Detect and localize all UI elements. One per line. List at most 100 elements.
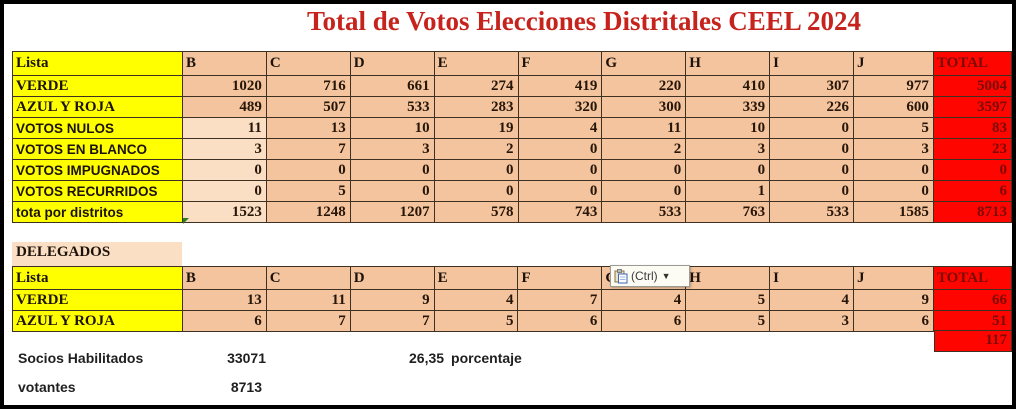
value-cell[interactable]: 0 [769,117,854,139]
row-label[interactable]: VOTOS RECURRIDOS [12,180,183,202]
value-cell[interactable]: 6 [601,310,687,332]
column-header-lista[interactable]: Lista [12,266,183,290]
value-cell[interactable]: 283 [433,96,519,118]
value-cell[interactable]: 6 [181,310,267,332]
value-cell[interactable]: 0 [517,138,603,160]
total-cell[interactable]: 8713 [932,201,1012,223]
value-cell[interactable]: 0 [433,159,519,181]
value-cell[interactable]: 4 [517,117,603,139]
value-cell[interactable]: 763 [685,201,771,223]
value-cell[interactable]: 1020 [181,75,267,97]
column-header-d[interactable]: D [349,51,435,76]
votantes-value[interactable]: 8713 [230,379,262,395]
value-cell[interactable]: 0 [769,138,854,160]
value-cell[interactable]: 1 [685,180,771,202]
value-cell[interactable]: 1207 [349,201,435,223]
value-cell[interactable]: 320 [517,96,603,118]
value-cell[interactable]: 7 [265,138,351,160]
value-cell[interactable]: 0 [517,180,603,202]
value-cell[interactable]: 9 [853,289,934,311]
value-cell[interactable]: 5 [433,310,519,332]
column-header-f[interactable]: F [517,51,603,76]
total-cell[interactable]: 83 [932,117,1012,139]
value-cell[interactable]: 0 [349,159,435,181]
row-label[interactable]: AZUL Y ROJA [12,310,183,332]
value-cell[interactable]: 3 [853,138,934,160]
value-cell[interactable]: 977 [853,75,934,97]
value-cell[interactable]: 5 [685,289,771,311]
row-label[interactable]: VERDE [12,289,183,311]
value-cell[interactable]: 307 [769,75,854,97]
value-cell[interactable]: 3 [181,138,267,160]
value-cell[interactable]: 2 [433,138,519,160]
total-cell[interactable]: 0 [932,159,1012,181]
value-cell[interactable]: 0 [349,180,435,202]
column-header-h[interactable]: H [685,51,771,76]
column-header-c[interactable]: C [265,51,351,76]
value-cell[interactable]: 19 [433,117,519,139]
column-header-j[interactable]: J [853,266,934,290]
value-cell[interactable]: 0 [685,159,771,181]
row-label[interactable]: VOTOS IMPUGNADOS [12,159,183,181]
total-cell[interactable]: 51 [932,310,1012,332]
value-cell[interactable]: 11 [265,289,351,311]
value-cell[interactable]: 600 [853,96,934,118]
value-cell[interactable]: 11 [181,117,267,139]
value-cell[interactable]: 0 [181,180,267,202]
column-header-j[interactable]: J [853,51,934,76]
value-cell[interactable]: 0 [181,159,267,181]
value-cell[interactable]: 1248 [265,201,351,223]
value-cell[interactable]: 7 [349,310,435,332]
column-header-c[interactable]: C [265,266,351,290]
paste-options-button[interactable]: (Ctrl) ▼ [610,265,690,287]
column-header-total[interactable]: TOTAL [932,266,1012,290]
value-cell[interactable]: 2 [601,138,687,160]
column-header-f[interactable]: F [517,266,603,290]
column-header-e[interactable]: E [433,266,519,290]
value-cell[interactable]: 419 [517,75,603,97]
value-cell[interactable]: 4 [769,289,855,311]
value-cell[interactable]: 7 [517,289,603,311]
row-label[interactable]: VOTOS NULOS [12,117,183,139]
value-cell[interactable]: 3 [685,138,771,160]
value-cell[interactable]: 578 [433,201,519,223]
value-cell[interactable]: 5 [265,180,351,202]
value-cell[interactable]: 11 [601,117,687,139]
column-header-i[interactable]: I [769,51,854,76]
value-cell[interactable]: 489 [181,96,267,118]
socios-habilitados-value[interactable]: 33071 [227,350,266,366]
value-cell[interactable]: 661 [349,75,435,97]
votantes-label[interactable]: votantes [18,379,76,395]
fill-handle-marker[interactable] [183,218,189,224]
total-cell[interactable]: 5004 [932,75,1012,97]
value-cell[interactable]: 274 [433,75,519,97]
total-cell[interactable]: 66 [932,289,1012,311]
value-cell[interactable]: 4 [433,289,519,311]
value-cell[interactable]: 10 [685,117,771,139]
value-cell[interactable]: 1523 [181,201,267,223]
value-cell[interactable]: 0 [265,159,351,181]
value-cell[interactable]: 10 [349,117,435,139]
row-label[interactable]: AZUL Y ROJA [12,96,183,118]
row-label[interactable]: tota por distritos [12,201,183,223]
column-header-total[interactable]: TOTAL [932,51,1012,76]
row-label[interactable]: VOTOS EN BLANCO [12,138,183,160]
socios-habilitados-label[interactable]: Socios Habilitados [18,350,144,366]
column-header-i[interactable]: I [769,266,855,290]
porcentaje-line[interactable]: 26,35 porcentaje [409,350,522,366]
value-cell[interactable]: 7 [265,310,351,332]
value-cell[interactable]: 5 [853,117,934,139]
value-cell[interactable]: 6 [853,310,934,332]
value-cell[interactable]: 1585 [853,201,934,223]
total-cell[interactable]: 6 [932,180,1012,202]
delegados-grand-total-cell[interactable]: 117 [934,330,1012,352]
value-cell[interactable]: 6 [517,310,603,332]
column-header-e[interactable]: E [433,51,519,76]
value-cell[interactable]: 3 [349,138,435,160]
value-cell[interactable]: 0 [769,180,854,202]
value-cell[interactable]: 0 [601,159,687,181]
value-cell[interactable]: 300 [601,96,687,118]
value-cell[interactable]: 5 [685,310,771,332]
value-cell[interactable]: 0 [853,159,934,181]
value-cell[interactable]: 0 [433,180,519,202]
